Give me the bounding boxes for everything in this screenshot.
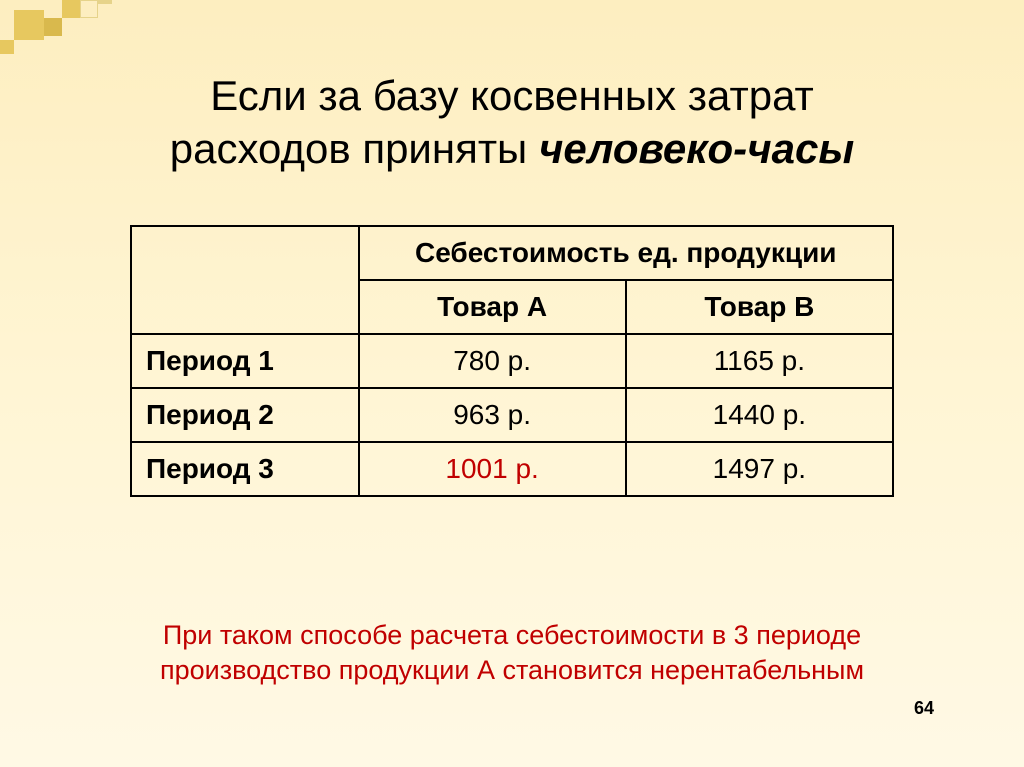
cell-a: 963 р.	[359, 388, 626, 442]
page-number: 64	[914, 698, 934, 719]
table-row: Период 2 963 р. 1440 р.	[131, 388, 893, 442]
title-line-2b: человеко-часы	[539, 125, 854, 172]
table-row: Период 1 780 р. 1165 р.	[131, 334, 893, 388]
cell-a: 780 р.	[359, 334, 626, 388]
row-label: Период 1	[131, 334, 359, 388]
header-col-a: Товар А	[359, 280, 626, 334]
slide-title: Если за базу косвенных затрат расходов п…	[0, 70, 1024, 175]
row-label: Период 3	[131, 442, 359, 496]
corner-decoration	[0, 0, 180, 60]
footer-line-2: производство продукции А становится нере…	[160, 655, 864, 685]
header-row-1: Себестоимость ед. продукции	[131, 226, 893, 280]
title-line-1: Если за базу косвенных затрат	[210, 72, 814, 119]
header-blank	[131, 226, 359, 334]
header-col-b: Товар В	[626, 280, 893, 334]
footer-note: При таком способе расчета себестоимости …	[0, 618, 1024, 688]
cell-b: 1440 р.	[626, 388, 893, 442]
table-row: Период 3 1001 р. 1497 р.	[131, 442, 893, 496]
row-label: Период 2	[131, 388, 359, 442]
cost-table: Себестоимость ед. продукции Товар А Това…	[130, 225, 894, 497]
header-span: Себестоимость ед. продукции	[359, 226, 894, 280]
cell-a-highlight: 1001 р.	[359, 442, 626, 496]
cell-b: 1497 р.	[626, 442, 893, 496]
footer-line-1: При таком способе расчета себестоимости …	[163, 620, 861, 650]
title-line-2a: расходов приняты	[170, 125, 539, 172]
cell-b: 1165 р.	[626, 334, 893, 388]
